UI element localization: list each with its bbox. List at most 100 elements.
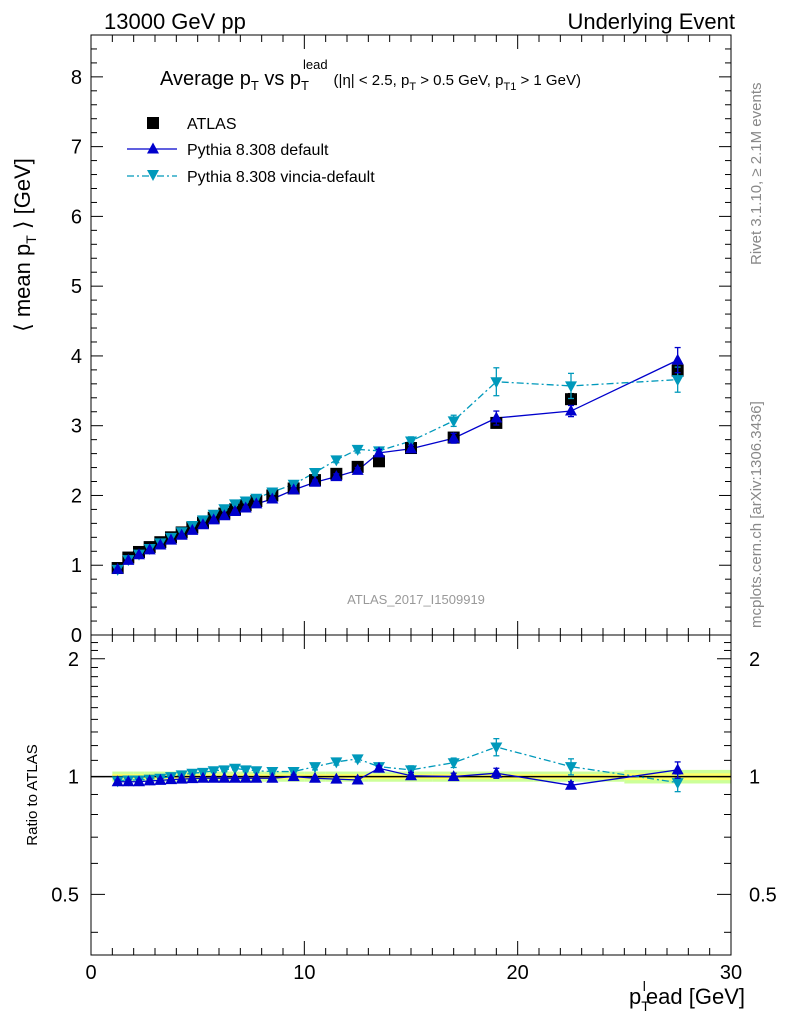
ratio-pythia-default-point bbox=[565, 778, 577, 790]
pythia-default-point bbox=[671, 353, 684, 365]
ratio-y-tick-label-right: 2 bbox=[749, 649, 760, 671]
ylabel-post: ⟩ [GeV] bbox=[10, 158, 35, 235]
ratio-pythia-default-point bbox=[287, 770, 300, 782]
title-main-sub: T bbox=[251, 78, 259, 93]
ratio-pythia-vincia-point bbox=[671, 778, 684, 790]
ratio-pythia-default-point bbox=[490, 766, 503, 778]
ratio-y-ticks bbox=[91, 642, 731, 933]
pythia-default-point bbox=[111, 562, 124, 574]
ratio-pythia-default-point bbox=[143, 774, 156, 786]
title-cuts-3: > 1 GeV) bbox=[516, 72, 581, 89]
ratio-pythia-default-point bbox=[218, 771, 231, 783]
pythia-default-point bbox=[447, 431, 460, 443]
pythia-default-point bbox=[565, 404, 577, 416]
pythia-default-point bbox=[218, 509, 231, 521]
ratio-pythia-default-point bbox=[405, 769, 417, 781]
ratio-pythia-vincia-point bbox=[218, 765, 231, 777]
series-line-pythia-default bbox=[117, 359, 678, 570]
pythia-default-point bbox=[207, 513, 220, 525]
ratio-pythia-default-point bbox=[266, 771, 279, 783]
title-cuts-2-sub: T1 bbox=[503, 81, 516, 93]
pythia-default-point bbox=[373, 446, 385, 458]
ratio-pythia-vincia-point bbox=[351, 754, 364, 766]
pythia-default-point bbox=[266, 492, 279, 504]
ratio-y-tick-label-left: 0.5 bbox=[51, 884, 79, 906]
ratio-pythia-default-point bbox=[351, 773, 364, 785]
pythia-vincia-point bbox=[309, 467, 321, 479]
pythia-default-point bbox=[330, 470, 343, 482]
y-tick-label: 8 bbox=[71, 67, 82, 89]
pythia-vincia-point bbox=[671, 375, 684, 387]
main-x-ticks bbox=[90, 35, 732, 635]
series-line-pythia-vincia bbox=[117, 379, 678, 570]
pythia-default-point bbox=[143, 543, 156, 555]
main-y-ticks bbox=[91, 34, 731, 636]
ratio-pythia-vincia-point bbox=[250, 766, 263, 778]
pythia-vincia-point bbox=[447, 416, 460, 428]
ratio-pythia-default-point bbox=[250, 771, 263, 783]
ratio-series bbox=[111, 737, 684, 793]
ratio-panel: 0.5 0.5 1 1 2 2 0 10 20 30 bbox=[51, 634, 777, 984]
main-series bbox=[111, 346, 684, 576]
legend-marker-pythia-default bbox=[147, 142, 159, 154]
xlabel-sup: l bbox=[643, 978, 646, 994]
xlabel-pre: p bbox=[629, 984, 641, 1009]
pythia-default-point bbox=[186, 523, 199, 535]
x-tick-label: 20 bbox=[507, 962, 529, 984]
pythia-default-point bbox=[229, 505, 241, 517]
pythia-default-point bbox=[165, 533, 177, 545]
ratio-pythia-default-point bbox=[447, 770, 460, 782]
y-tick-label: 7 bbox=[71, 137, 82, 159]
ratio-pythia-default-point bbox=[122, 775, 135, 787]
pythia-vincia-point bbox=[229, 499, 241, 511]
ratio-y-tick-label-left: 2 bbox=[68, 649, 79, 671]
ratio-pythia-vincia-point bbox=[330, 757, 343, 769]
y-tick-label: 6 bbox=[71, 206, 82, 228]
pythia-vincia-point bbox=[330, 455, 343, 467]
mcplots-label: mcplots.cern.ch [arXiv:1306.3436] bbox=[748, 401, 765, 628]
ratio-pythia-vincia-point bbox=[490, 742, 503, 754]
ratio-pythia-default-point bbox=[330, 772, 343, 784]
pythia-default-point bbox=[239, 501, 252, 513]
ratio-pythia-default-point bbox=[197, 771, 209, 783]
pythia-vincia-point bbox=[351, 444, 364, 456]
main-y-axis-label: ⟨ mean pT ⟩ [GeV] bbox=[10, 158, 39, 332]
pythia-default-point bbox=[490, 411, 503, 423]
x-tick-label: 30 bbox=[720, 962, 742, 984]
y-tick-label: 5 bbox=[71, 276, 82, 298]
ratio-pythia-vincia-point bbox=[239, 765, 252, 777]
header-right: Underlying Event bbox=[567, 9, 735, 34]
title-vs-sub: T bbox=[301, 78, 309, 93]
atlas-point bbox=[373, 455, 385, 468]
atlas-point bbox=[565, 393, 577, 406]
chart-title: Average pT vs pTlead(|η| < 2.5, pT > 0.5… bbox=[160, 57, 581, 93]
ratio-pythia-default-point bbox=[165, 773, 177, 785]
ratio-frame bbox=[90, 634, 732, 956]
ratio-y-tick-label-right: 0.5 bbox=[749, 884, 777, 906]
y-tick-label: 1 bbox=[71, 555, 82, 577]
ratio-y-tick-label-right: 1 bbox=[749, 767, 760, 789]
x-tick-label: 10 bbox=[293, 962, 315, 984]
pythia-default-point bbox=[133, 548, 145, 560]
pythia-default-point bbox=[197, 518, 209, 530]
pythia-default-point bbox=[175, 528, 188, 540]
pythia-vincia-point bbox=[405, 436, 417, 448]
title-cuts-1-sub: T bbox=[409, 81, 416, 93]
y-tick-label: 3 bbox=[71, 416, 82, 438]
ratio-pythia-default-point bbox=[207, 771, 220, 783]
xlabel-post: ead [GeV] bbox=[646, 984, 745, 1009]
y-tick-label: 0 bbox=[71, 625, 82, 647]
pythia-default-point bbox=[122, 553, 135, 565]
ratio-pythia-default-point bbox=[154, 773, 167, 785]
analysis-watermark: ATLAS_2017_I1509919 bbox=[347, 592, 485, 607]
ratio-y-tick-labels: 0.5 0.5 1 1 2 2 bbox=[51, 649, 777, 907]
ratio-x-ticks bbox=[90, 635, 732, 955]
legend-label-pythia-default: Pythia 8.308 default bbox=[187, 142, 329, 159]
ratio-pythia-default-point bbox=[373, 761, 385, 773]
pythia-vincia-point bbox=[490, 377, 503, 389]
legend-marker-atlas bbox=[147, 117, 159, 129]
title-cuts-2: > 0.5 GeV, p bbox=[416, 72, 503, 89]
title-cuts-1: (|η| < 2.5, p bbox=[334, 72, 410, 89]
pythia-default-point bbox=[351, 463, 364, 475]
